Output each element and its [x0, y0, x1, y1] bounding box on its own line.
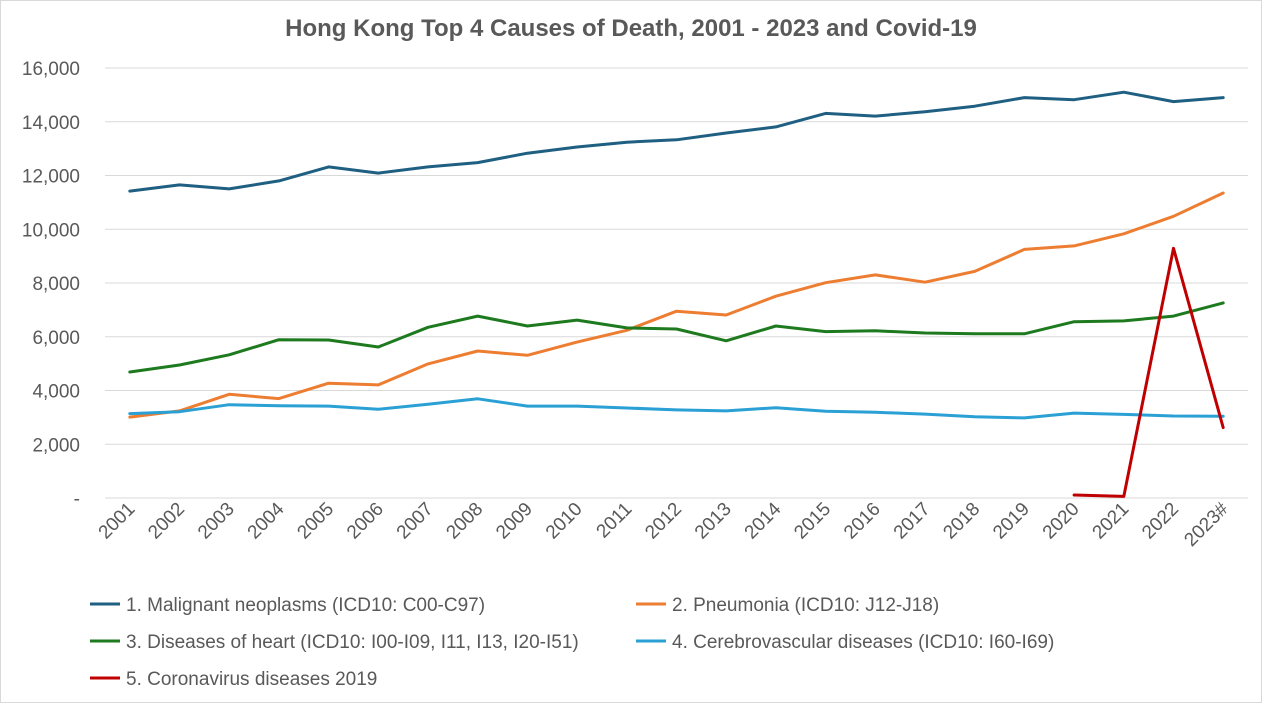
legend: 1. Malignant neoplasms (ICD10: C00-C97) 2… [90, 595, 1054, 690]
x-tick-label: 2006 [343, 499, 388, 544]
x-tick-label: 2013 [691, 499, 736, 544]
x-tick-label: 2018 [939, 499, 984, 544]
x-tick-label: 2014 [741, 498, 786, 543]
x-tick-label: 2023# [1180, 498, 1233, 551]
x-tick-label: 2002 [144, 499, 189, 544]
y-tick-label: 12,000 [22, 167, 80, 188]
x-tick-label: 2016 [840, 499, 885, 544]
series-line-2 [128, 191, 1225, 419]
y-tick-label: 10,000 [22, 220, 80, 241]
x-tick-label: 2012 [641, 499, 686, 544]
line-chart: Hong Kong Top 4 Causes of Death, 2001 - … [22, 15, 1248, 690]
y-tick-label: - [74, 489, 80, 510]
y-axis-ticks: - 2,000 4,000 6,000 8,000 10,000 12,000 14,000 1… [22, 59, 80, 510]
y-tick-label: 14,000 [22, 113, 80, 134]
x-tick-label: 2004 [244, 498, 289, 543]
legend-label-5: 5. Coronavirus diseases 2019 [126, 669, 377, 690]
chart-title: Hong Kong Top 4 Causes of Death, 2001 - … [285, 15, 977, 42]
series-line-5 [1072, 246, 1225, 498]
series-line-1 [128, 90, 1225, 193]
series-line-3 [128, 301, 1225, 374]
x-tick-label: 2001 [95, 499, 140, 544]
x-tick-label: 2017 [890, 499, 935, 544]
legend-label-2: 2. Pneumonia (ICD10: J12-J18) [672, 595, 939, 616]
x-tick-label: 2020 [1039, 499, 1084, 544]
x-tick-label: 2003 [194, 499, 239, 544]
x-tick-label: 2011 [593, 499, 637, 543]
series-line-4 [128, 397, 1225, 420]
y-tick-label: 16,000 [22, 59, 80, 80]
y-tick-label: 2,000 [32, 435, 80, 456]
y-tick-label: 8,000 [32, 274, 80, 295]
legend-label-1: 1. Malignant neoplasms (ICD10: C00-C97) [126, 595, 485, 616]
y-tick-label: 4,000 [32, 382, 80, 403]
x-tick-label: 2010 [542, 499, 587, 544]
x-tick-label: 2015 [790, 499, 835, 544]
x-tick-label: 2021 [1089, 499, 1134, 544]
x-axis-ticks: 2001 2002 2003 2004 2005 2006 2007 2008 2009 2010… [95, 498, 1233, 551]
x-tick-label: 2022 [1138, 499, 1183, 544]
series-lines [128, 90, 1225, 498]
x-tick-label: 2009 [492, 499, 537, 544]
x-tick-label: 2005 [293, 499, 338, 544]
legend-label-4: 4. Cerebrovascular diseases (ICD10: I60-… [672, 632, 1054, 653]
x-tick-label: 2007 [393, 499, 438, 544]
legend-label-3: 3. Diseases of heart (ICD10: I00-I09, I1… [126, 632, 579, 653]
x-tick-label: 2008 [443, 499, 488, 544]
y-tick-label: 6,000 [32, 328, 80, 349]
chart-frame [0, 0, 1262, 703]
x-tick-label: 2019 [989, 499, 1034, 544]
gridlines [105, 67, 1248, 499]
